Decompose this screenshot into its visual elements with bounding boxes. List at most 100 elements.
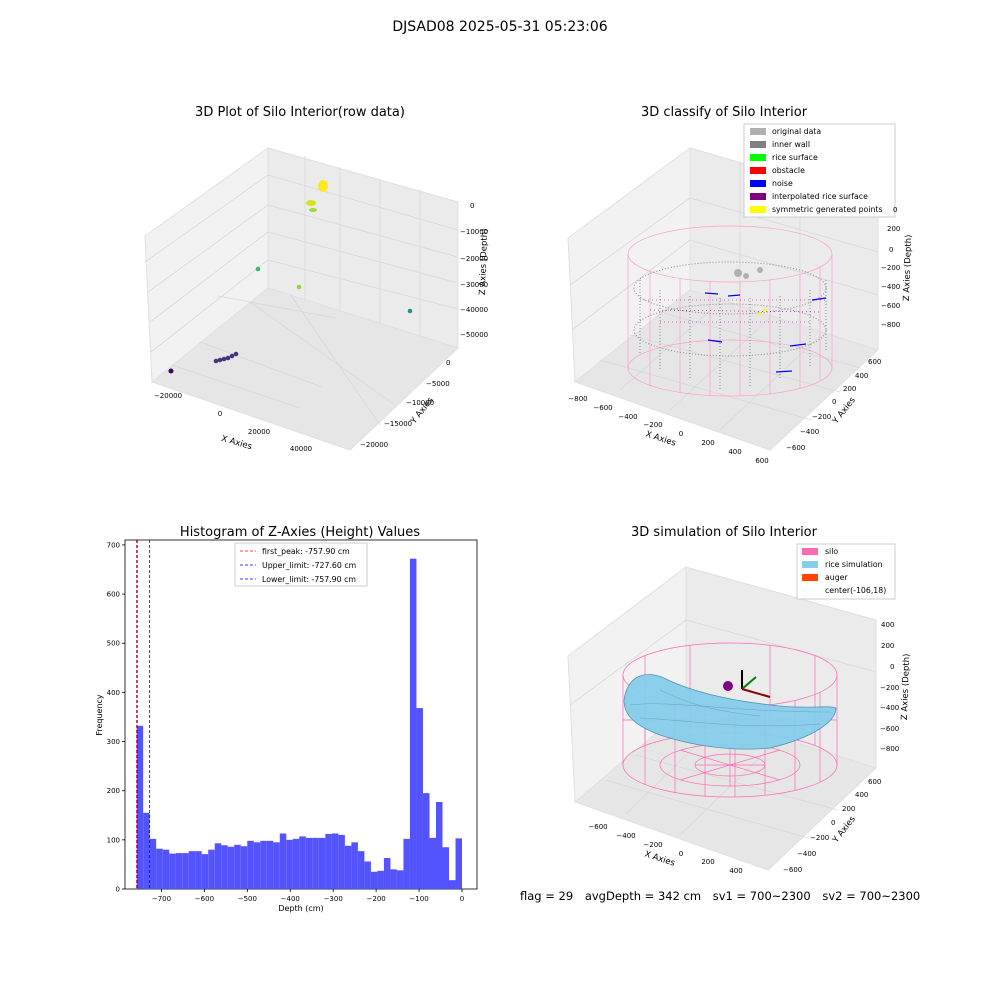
ztick: −400 <box>881 283 900 291</box>
hist-bar <box>403 838 410 889</box>
hist-xlabel: Depth (cm) <box>278 904 323 913</box>
hist-bar <box>273 842 280 889</box>
ztick: 0 <box>889 246 893 254</box>
hist-bar <box>344 845 352 889</box>
ztick: −400 <box>880 704 899 712</box>
xtick: −400 <box>618 413 637 421</box>
hist-bar <box>149 838 157 889</box>
hist-bar <box>396 870 404 889</box>
x-axis-label: X Axies <box>220 434 253 452</box>
ytick: −200 <box>810 834 829 842</box>
hist-bar <box>279 833 287 889</box>
hist-bar <box>169 853 176 889</box>
hist-bar <box>266 840 274 889</box>
xtick: 20000 <box>248 428 270 436</box>
hist-bar <box>435 801 443 889</box>
xtick: 40000 <box>290 445 312 453</box>
raw-points <box>168 180 413 374</box>
hist-ytick-label: 100 <box>107 836 120 844</box>
raw-point <box>221 356 227 362</box>
z-axis-label: Z Axies (Depth) <box>902 234 914 301</box>
legend-symmetric: symmetric generated points <box>772 205 883 214</box>
raw-cluster <box>306 200 316 206</box>
legend-obstacle: obstacle <box>772 166 805 175</box>
raw-point <box>229 353 235 359</box>
panel-simulation-3d: 3D simulation of Silo Interior <box>567 525 912 875</box>
noise-points <box>704 292 827 373</box>
legend-rice-sim: rice simulation <box>825 560 883 569</box>
legend-swatch-rice-surface <box>750 154 766 161</box>
raw-point <box>255 266 261 272</box>
surface-mesh <box>629 689 831 727</box>
raw-point <box>296 284 302 290</box>
inner-wall-points <box>633 261 827 390</box>
ytick: 0 <box>831 819 835 827</box>
raw-point <box>233 351 239 357</box>
hist-bar <box>312 837 319 889</box>
legend-classify: original data inner wall rice surface ob… <box>743 123 896 218</box>
ytick: −10000 <box>406 399 434 407</box>
legend-swatch-symmetric <box>750 206 766 213</box>
hist-bar <box>234 844 241 889</box>
hist-bar <box>351 842 358 889</box>
hist-ytick-label: 600 <box>107 591 120 599</box>
hist-xtick-label: −500 <box>238 895 257 903</box>
hist-bar <box>442 847 450 889</box>
xtick: 200 <box>701 439 714 447</box>
hist-bar <box>318 837 326 889</box>
hist-bar <box>331 833 339 889</box>
hist-legend: first_peak: -757.90 cm Upper_limit: -727… <box>234 542 368 587</box>
hist-bar <box>214 843 222 889</box>
legend-interpolated: interpolated rice surface <box>772 192 868 201</box>
legend-center: center(-106,18) <box>825 586 886 595</box>
hist-title: Histogram of Z-Axies (Height) Values <box>180 525 420 540</box>
z-axis-label: Z Axies (Depth) <box>478 228 490 295</box>
ztick: 0 <box>470 202 474 210</box>
xtick: 0 <box>679 850 683 858</box>
ztick: −30000 <box>460 281 488 289</box>
hist-xtick-label: −300 <box>324 895 343 903</box>
ytick: −20000 <box>360 441 388 449</box>
hist-bar <box>162 849 170 889</box>
hist-bar <box>221 845 228 889</box>
ytick: 200 <box>843 385 856 393</box>
ztick: 200 <box>887 225 900 233</box>
silo-wireframe <box>627 225 833 397</box>
legend-lower-limit: Lower_limit: -757.90 cm <box>262 575 356 584</box>
panel-histogram: Histogram of Z-Axies (Height) Values −70… <box>95 525 478 913</box>
hist-bar <box>338 834 345 889</box>
hist-bar <box>201 854 209 889</box>
z-axis-label: Z Axies (Depth) <box>900 653 912 720</box>
ztick: −800 <box>880 745 899 753</box>
xtick: −200 <box>643 421 662 429</box>
ztick: −20000 <box>460 255 488 263</box>
raw-point <box>407 308 413 314</box>
ytick: −400 <box>800 428 819 436</box>
hist-bar <box>208 849 215 889</box>
xtick: 400 <box>729 867 742 875</box>
hist-bar <box>286 839 293 889</box>
legend-swatch-inner-wall <box>750 141 766 148</box>
ytick: 0 <box>832 398 836 406</box>
pane-floor <box>574 707 877 871</box>
hist-ytick-label: 500 <box>107 640 120 648</box>
hist-ytick-label: 700 <box>107 541 120 549</box>
center-marker <box>723 681 733 691</box>
hist-bar <box>383 858 391 889</box>
hist-bar <box>429 837 436 889</box>
hist-yticks: 0 100 200 300 400 500 600 700 <box>107 541 125 894</box>
raw-point <box>217 357 223 363</box>
ztick: −600 <box>881 302 900 310</box>
hist-vlines <box>136 540 151 889</box>
x-axis-label: X Axies <box>644 429 677 448</box>
legend-swatch-interpolated <box>750 193 766 200</box>
legend-original: original data <box>772 127 821 136</box>
ztick: −200 <box>881 264 900 272</box>
xtick: −600 <box>593 404 612 412</box>
legend-silo: silo <box>825 547 838 556</box>
hist-xticks: −700 −600 −500 −400 −300 −200 −100 0 <box>152 889 464 903</box>
xtick: −600 <box>588 823 607 831</box>
hist-ytick-label: 0 <box>116 886 120 894</box>
rice-simulation-surface <box>623 674 837 750</box>
xtick: 0 <box>679 430 683 438</box>
